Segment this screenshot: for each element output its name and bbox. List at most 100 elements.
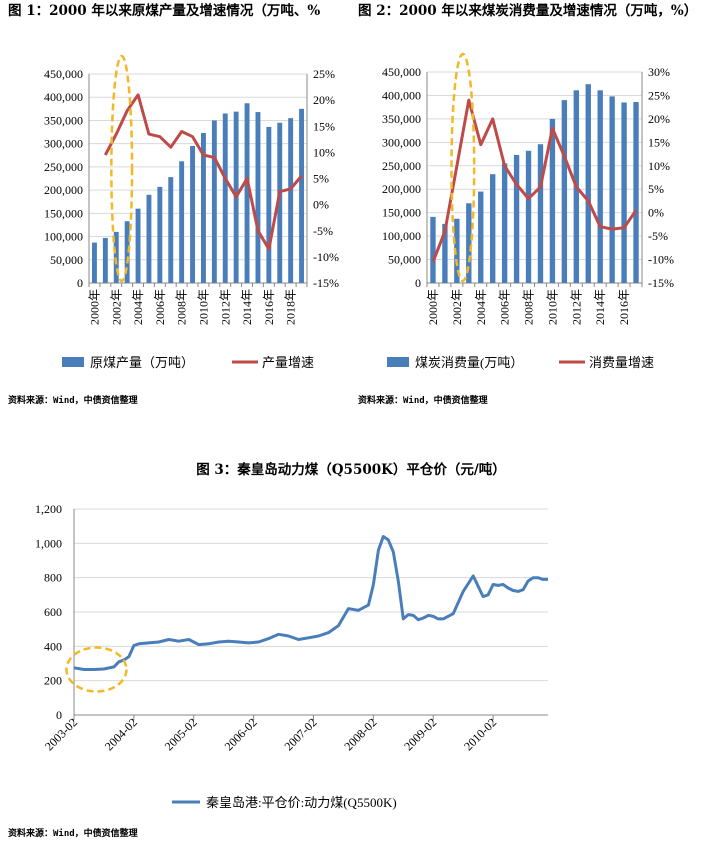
chart2-x-tick-label: 2002年 xyxy=(450,289,464,325)
chart3-y-tick: 600 xyxy=(44,605,62,619)
chart1-bar xyxy=(91,242,97,283)
chart3-legend-label: 秦皇岛港:平仓价:动力煤(Q5500K) xyxy=(206,795,397,810)
chart2-y-left-tick: 150,000 xyxy=(382,206,421,220)
chart1-y-left-tick: 350,000 xyxy=(44,113,83,127)
chart2-y-left-tick: 300,000 xyxy=(382,135,421,149)
chart2-y-left-tick: 50,000 xyxy=(388,253,421,267)
chart2-y-right-tick: 0% xyxy=(648,206,664,220)
chart1: 0 50,000 100,000 150,000 200,000 250,000 300,0… xyxy=(44,54,339,370)
chart2-y-left-tick: 200,000 xyxy=(382,182,421,196)
chart1-y-left-tick: 50,000 xyxy=(50,253,83,267)
chart1-bar xyxy=(244,103,250,283)
chart2-bar xyxy=(513,154,520,283)
chart1-bar xyxy=(179,161,185,283)
chart2-bar xyxy=(633,102,639,284)
chart1-y-right-tick: 10% xyxy=(313,145,335,159)
chart2-bar xyxy=(549,118,556,283)
chart3-title: 图 3：秦皇岛动力煤（Q5500K）平仓价（元/吨） xyxy=(196,462,506,478)
chart1-x-tick-label: 2012年 xyxy=(218,289,232,325)
chart2-bar xyxy=(597,90,603,283)
chart1-bar xyxy=(277,122,283,284)
chart1-y-left-tick: 450,000 xyxy=(44,67,83,81)
chart1-y-right-tick: 20% xyxy=(313,93,335,107)
chart1-bar xyxy=(211,120,217,283)
chart1-x-tick-label: 2000年 xyxy=(87,289,101,325)
chart2-y-right-tick: 25% xyxy=(648,88,670,102)
chart1-y-left-tick: 400,000 xyxy=(44,90,83,104)
chart2-bar xyxy=(585,84,591,284)
chart1-y-right-tick: 0% xyxy=(313,198,329,212)
chart2-y-left-tick: 350,000 xyxy=(382,112,421,126)
chart2-bar xyxy=(561,100,568,283)
chart2-legend-bar-label: 煤炭消费量(万吨） xyxy=(415,355,523,370)
chart1-bar xyxy=(266,126,272,284)
chart2-x-tick-label: 2008年 xyxy=(522,289,536,325)
chart1-y-right-tick: 5% xyxy=(313,172,329,186)
chart1-bar xyxy=(200,132,206,283)
chart2-y-left-tick: 400,000 xyxy=(382,88,421,102)
chart2-x-tick-label: 2012年 xyxy=(569,289,583,325)
chart1-y-right-tick: -15% xyxy=(313,276,339,290)
chart1-y-left-tick: 150,000 xyxy=(44,206,83,220)
chart1-bar xyxy=(135,208,141,283)
chart2-x-tick-label: 2006年 xyxy=(498,289,512,325)
chart3-x-tick-label: 2004-02 xyxy=(102,715,140,753)
chart1-bar xyxy=(222,113,228,283)
chart2-y-right-tick: -15% xyxy=(648,276,674,290)
chart3-x-tick-label: 2009-02 xyxy=(401,715,439,753)
chart1-source: 资料来源：Wind，中债资信整理 xyxy=(8,396,138,406)
chart1-y-left-tick: 100,000 xyxy=(44,230,83,244)
chart1-y-left-tick: 200,000 xyxy=(44,183,83,197)
chart2-x-tick-label: 2014年 xyxy=(593,289,607,325)
chart3-x-tick-label: 2008-02 xyxy=(341,715,379,753)
chart2-y-right-tick: 10% xyxy=(648,159,670,173)
chart3-y-tick: 1,200 xyxy=(35,502,62,516)
chart1-x-tick-label: 2006年 xyxy=(153,289,167,325)
chart3-y-tick: 0 xyxy=(56,708,62,722)
chart2-y-left-tick: 100,000 xyxy=(382,229,421,243)
chart1-bar xyxy=(255,112,261,283)
chart1-x-tick-label: 2008年 xyxy=(175,289,189,325)
chart1-legend-line-label: 产量增速 xyxy=(262,355,314,370)
chart1-bar xyxy=(124,221,130,283)
chart2-x-tick-label: 2004年 xyxy=(474,289,488,325)
chart1-highlight-ellipse xyxy=(110,54,134,283)
chart2-bar xyxy=(537,144,544,283)
chart1-x-tick-label: 2002年 xyxy=(109,289,123,325)
chart2-legend-line-label: 消费量增速 xyxy=(589,355,654,370)
chart2-bar xyxy=(525,150,532,283)
chart1-y-right-tick: 15% xyxy=(313,119,335,133)
chart1-y-right-tick: 25% xyxy=(313,67,335,81)
chart1-bar xyxy=(288,118,294,283)
chart2-bar xyxy=(609,96,615,283)
chart3-y-tick: 1,000 xyxy=(35,536,62,550)
chart1-bar xyxy=(168,177,174,283)
chart2-x-tick-label: 2000年 xyxy=(426,289,440,325)
chart3-x-tick-label: 2007-02 xyxy=(281,715,319,753)
chart2: 0 50,000 100,000 150,000 200,000 250,000 300,0… xyxy=(382,52,674,370)
chart2-y-left-tick: 0 xyxy=(415,276,421,290)
chart3-y-tick: 800 xyxy=(44,571,62,585)
chart2-legend-bar-swatch xyxy=(387,357,409,367)
chart2-bar xyxy=(490,174,496,283)
chart2-growth-line xyxy=(431,98,638,263)
chart1-bar xyxy=(113,231,119,283)
chart1-y-left-tick: 0 xyxy=(77,276,83,290)
chart1-y-left-tick: 300,000 xyxy=(44,137,83,151)
chart3-y-tick: 200 xyxy=(44,674,62,688)
chart2-x-tick-label: 2016年 xyxy=(617,289,631,325)
chart2-bar xyxy=(621,102,627,283)
chart1-x-tick-label: 2018年 xyxy=(284,289,298,325)
chart1-title: 图 1：2000 年以来原煤产量及增速情况（万吨、% xyxy=(8,3,321,19)
chart1-y-right-tick: -5% xyxy=(313,224,333,238)
chart1-bar xyxy=(157,186,163,283)
chart2-bar xyxy=(442,223,448,283)
chart3-y-tick: 400 xyxy=(44,639,62,653)
chart2-source: 资料来源：Wind，中债资信整理 xyxy=(358,396,488,406)
chart2-bar xyxy=(466,203,472,283)
chart3-x-tick-label: 2005-02 xyxy=(162,715,200,753)
chart1-x-tick-label: 2016年 xyxy=(262,289,276,325)
chart3-source: 资料来源：Wind，中债资信整理 xyxy=(8,829,138,839)
chart1-bar xyxy=(190,145,196,283)
